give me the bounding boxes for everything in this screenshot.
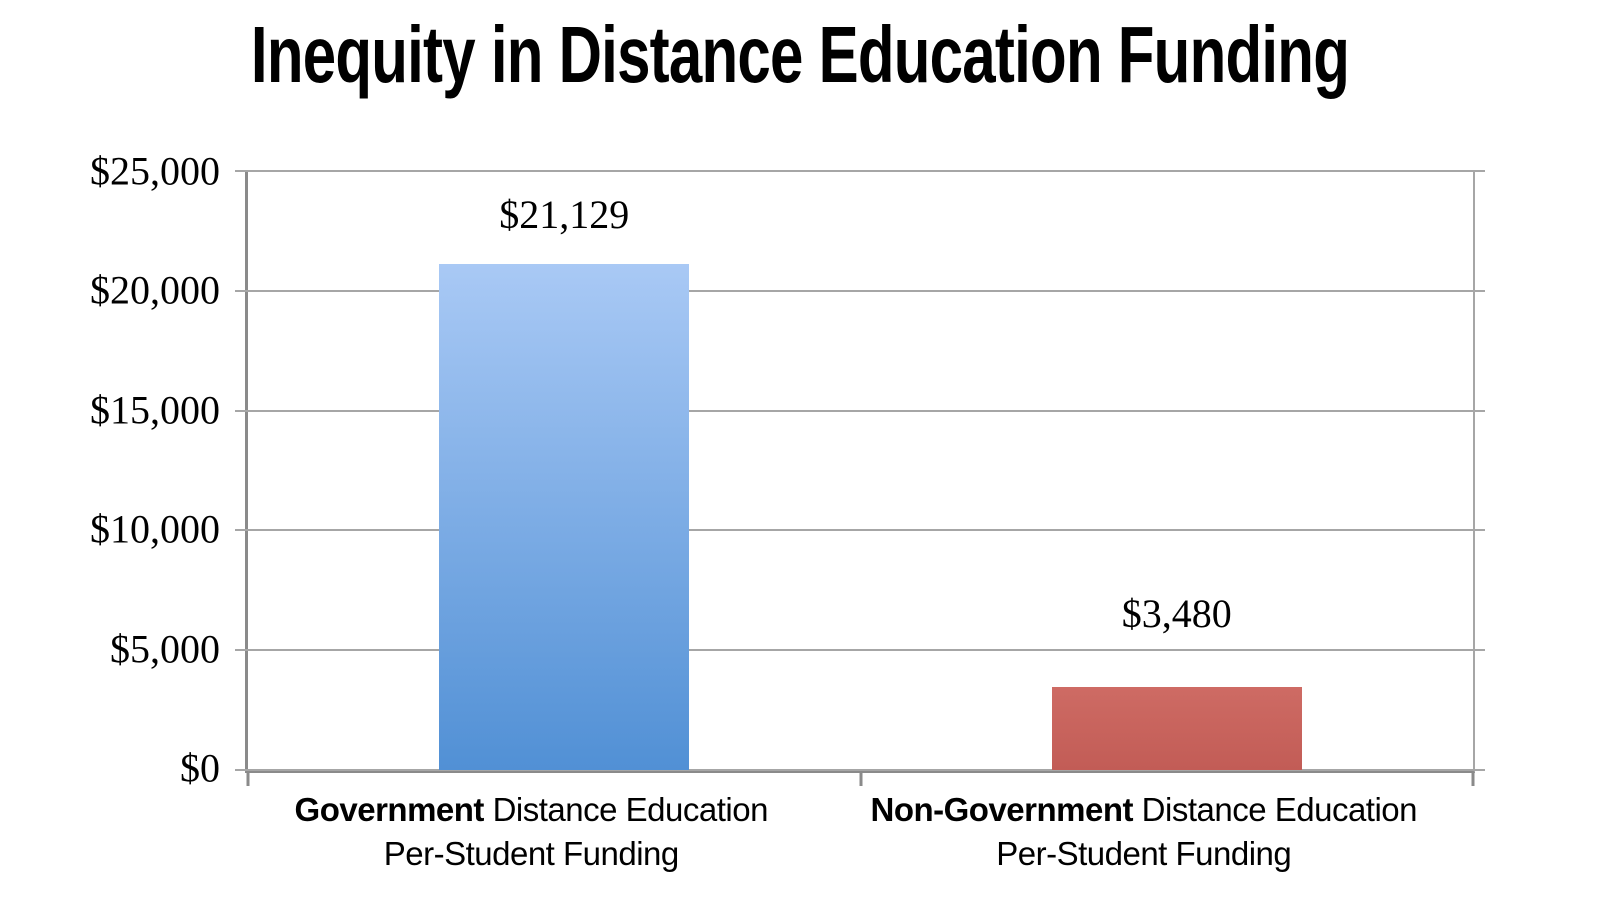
chart-title-wrap: Inequity in Distance Education Funding [211, 10, 1389, 100]
y-axis-tick-label: $10,000 [90, 506, 220, 552]
gridline [235, 769, 1485, 771]
plot-area: $21,129 $3,480 [235, 170, 1485, 786]
x-axis-category-label: Government Distance Education Per-Student… [181, 788, 881, 876]
category-label-rest: Distance Education [1133, 791, 1418, 828]
government-funding-bar [439, 263, 690, 770]
gridline [235, 409, 1485, 412]
x-axis-tick [246, 773, 250, 786]
bar-value-label: $3,480 [1121, 590, 1232, 636]
category-label-rest: Distance Education [483, 791, 769, 828]
category-label-bold: Non-Government [870, 791, 1133, 828]
x-axis-tick [859, 773, 862, 786]
non-government-funding-bar [1051, 686, 1302, 770]
bar-value-label: $21,129 [499, 191, 630, 237]
y-axis-tick-label: $25,000 [90, 148, 220, 194]
category-label-line2: Per-Student Funding [383, 835, 680, 872]
y-axis-tick-label: $15,000 [90, 387, 220, 433]
y-axis-tick-label: $5,000 [110, 626, 220, 672]
chart-title: Inequity in Distance Education Funding [250, 10, 1350, 99]
x-axis-category-label: Non-Government Distance Education Per-Stu… [794, 788, 1494, 876]
category-label-line2: Per-Student Funding [996, 835, 1292, 872]
y-axis-tick-label: $20,000 [90, 267, 220, 313]
gridline [235, 529, 1485, 532]
gridline [235, 649, 1485, 652]
category-label-bold: Government [294, 791, 485, 828]
gridline [235, 170, 1485, 172]
x-axis-tick [1471, 773, 1475, 786]
y-axis-tick-label: $0 [180, 745, 220, 791]
gridline [235, 289, 1485, 292]
